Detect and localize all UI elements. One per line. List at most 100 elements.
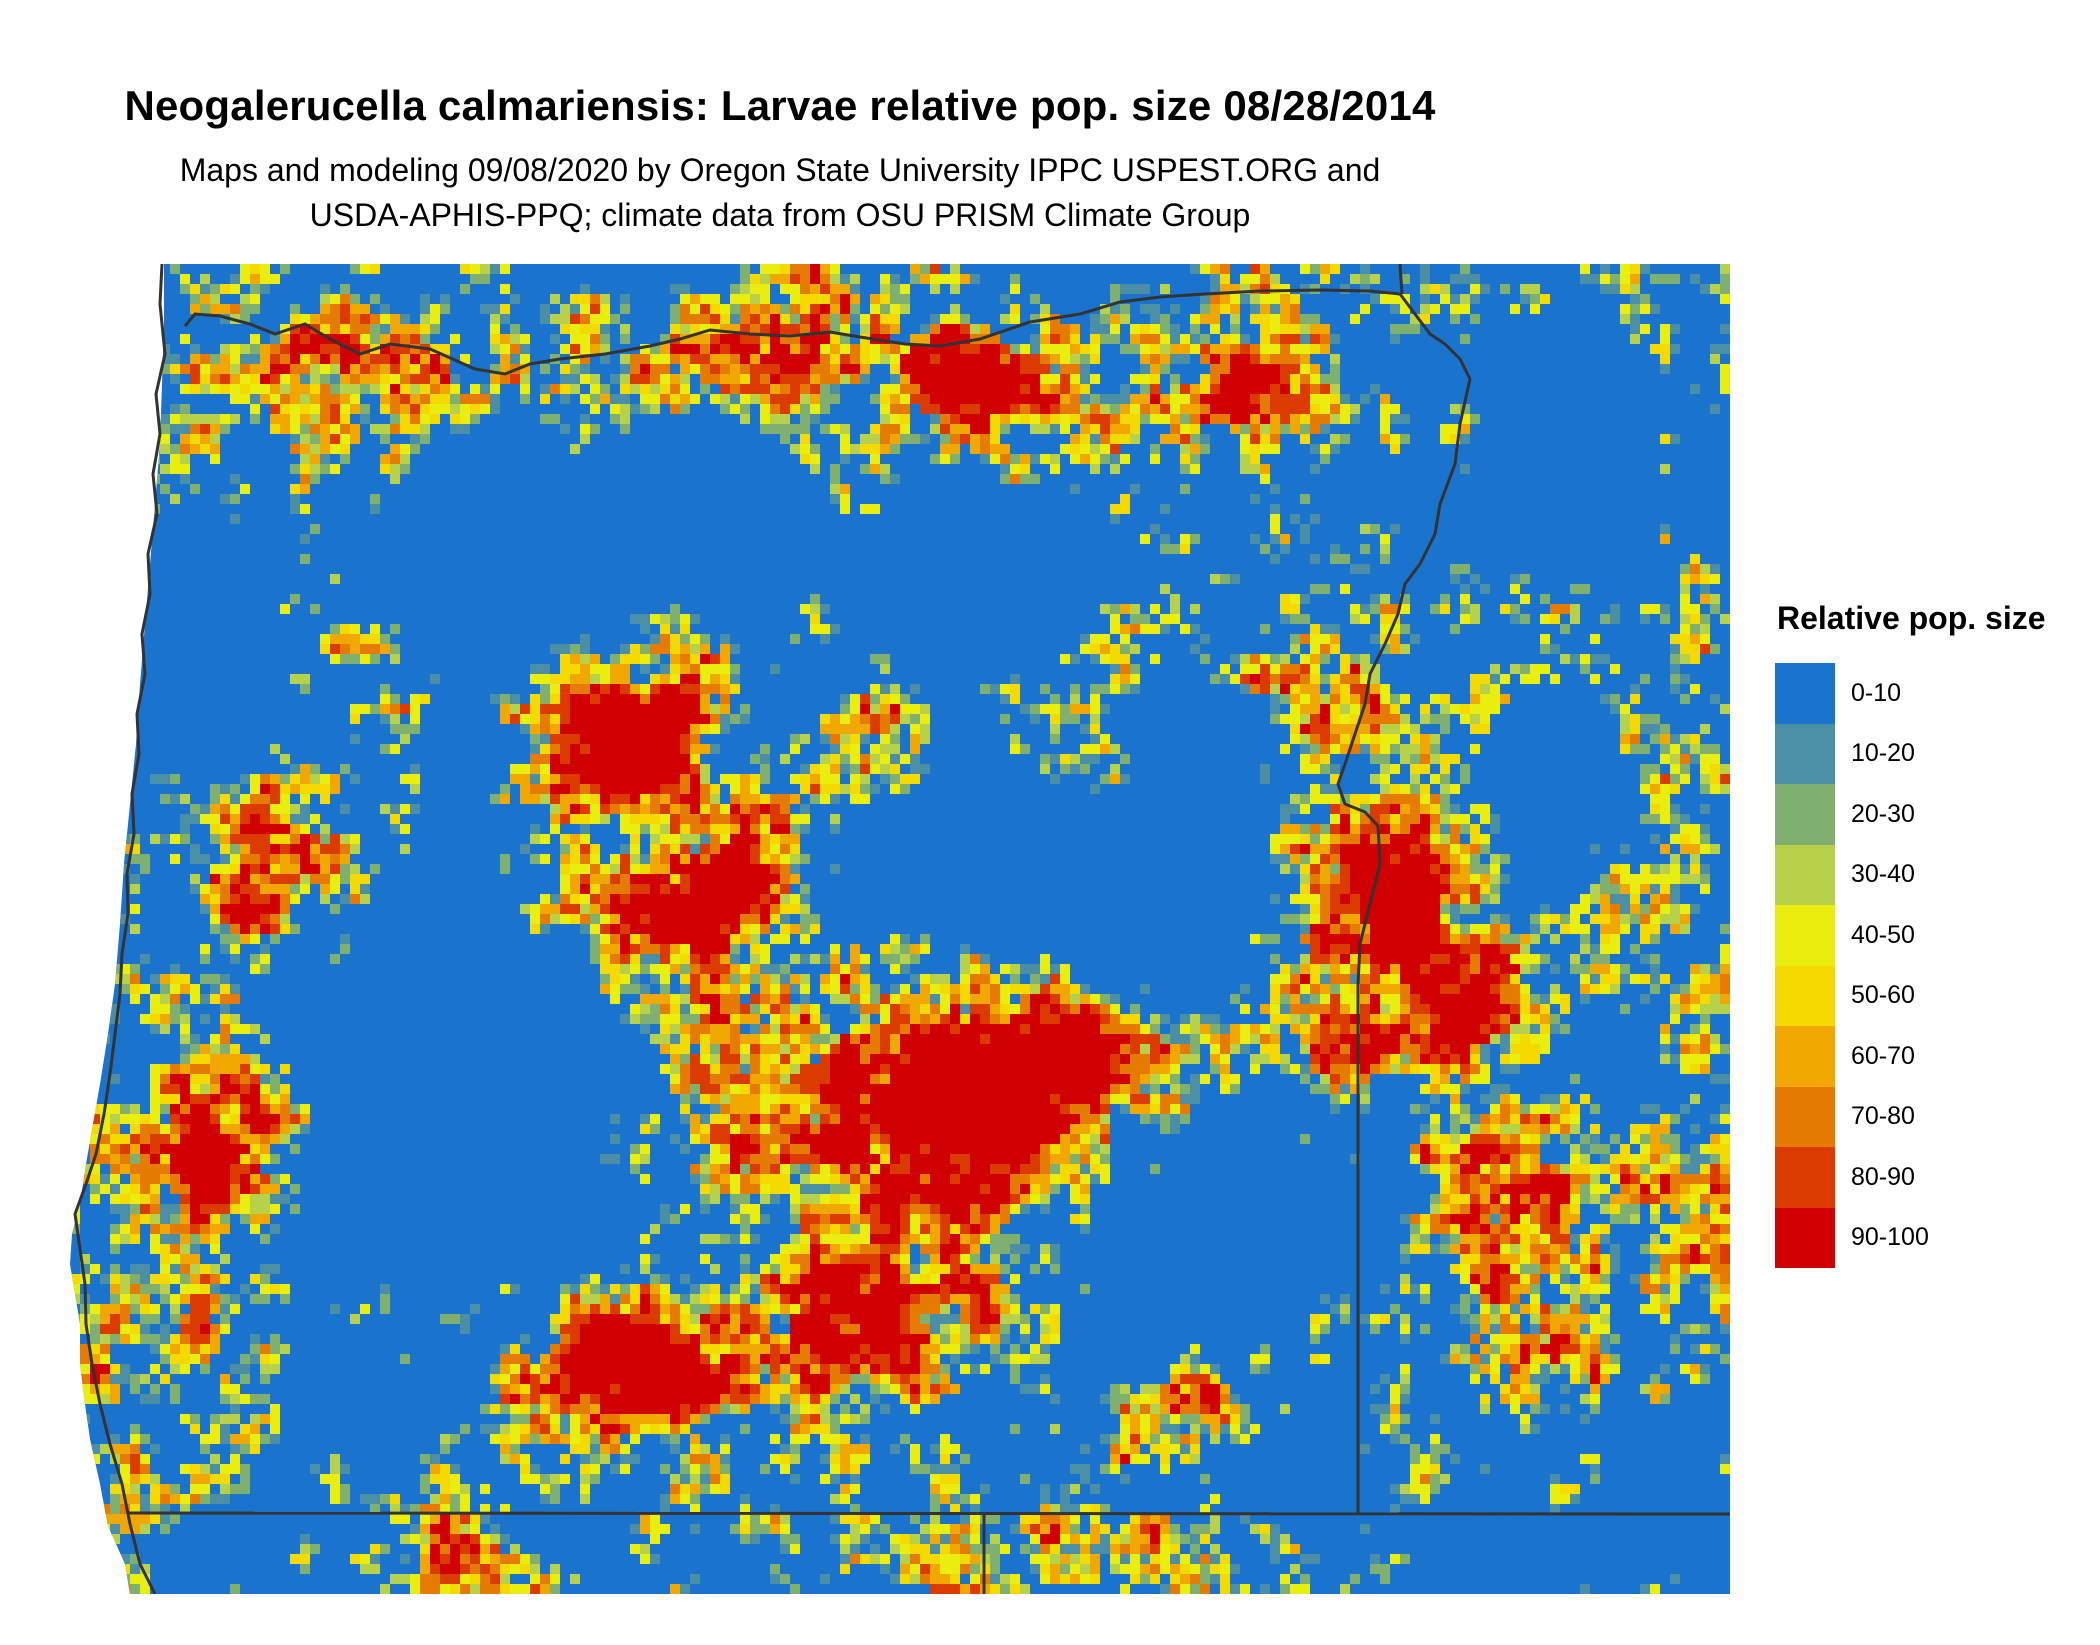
raster-cell (900, 704, 910, 714)
raster-cell (810, 464, 820, 474)
raster-cell (610, 934, 620, 944)
raster-cell (730, 1024, 740, 1034)
raster-cell (1610, 694, 1620, 704)
raster-cell (340, 764, 350, 774)
raster-cell (270, 844, 280, 854)
raster-cell (230, 934, 240, 944)
raster-cell (1480, 684, 1490, 694)
raster-cell (230, 284, 240, 294)
raster-cell (1220, 1024, 1230, 1034)
raster-cell (320, 314, 330, 324)
raster-cells (60, 264, 1730, 1594)
raster-cell (1520, 934, 1530, 944)
raster-cell (780, 864, 790, 874)
raster-cell (410, 704, 420, 714)
raster-cell (1440, 694, 1450, 704)
raster-cell (560, 734, 570, 744)
raster-cell (70, 554, 80, 564)
raster-cell (1370, 1024, 1380, 1034)
raster-cell (1340, 884, 1350, 894)
raster-cell (1260, 314, 1270, 324)
raster-cell (350, 734, 360, 744)
raster-cell (380, 424, 390, 434)
raster-cell (240, 844, 250, 854)
raster-cell (660, 764, 670, 774)
raster-cell (230, 924, 240, 934)
raster-cell (730, 674, 740, 684)
raster-cell (1370, 294, 1380, 304)
raster-cell (610, 704, 620, 714)
raster-cell (1100, 774, 1110, 784)
raster-cell (1210, 264, 1220, 274)
raster-cell (800, 264, 810, 274)
raster-cell (740, 264, 750, 274)
raster-cell (540, 414, 550, 424)
raster-cell (710, 394, 720, 404)
raster-cell (780, 364, 790, 374)
raster-cell (910, 714, 920, 724)
raster-cell (1060, 1034, 1070, 1044)
raster-cell (800, 1034, 810, 1044)
raster-cell (1270, 894, 1280, 904)
raster-cell (760, 344, 770, 354)
raster-cell (580, 844, 590, 854)
raster-cell (600, 874, 610, 884)
raster-cell (1140, 384, 1150, 394)
raster-cell (1370, 1044, 1380, 1054)
raster-cell (880, 704, 890, 714)
raster-cell (690, 984, 700, 994)
raster-cell (550, 704, 560, 714)
raster-cell (1260, 424, 1270, 434)
raster-cell (130, 834, 140, 844)
raster-cell (180, 444, 190, 454)
raster-cell (830, 374, 840, 384)
raster-cell (1470, 1004, 1480, 1014)
raster-cell (1410, 874, 1420, 884)
raster-cell (190, 284, 200, 294)
raster-cell (1100, 1054, 1110, 1064)
raster-cell (320, 444, 330, 454)
raster-cell (690, 304, 700, 314)
raster-cell (280, 604, 290, 614)
raster-cell (1560, 654, 1570, 664)
raster-cell (1720, 1044, 1730, 1054)
raster-cell (840, 374, 850, 384)
raster-cell (1350, 964, 1360, 974)
raster-cell (1500, 914, 1510, 924)
raster-cell (220, 844, 230, 854)
raster-cell (1360, 664, 1370, 674)
raster-cell (950, 1034, 960, 1044)
raster-cell (690, 704, 700, 714)
raster-cell (600, 884, 610, 894)
raster-cell (390, 654, 400, 664)
raster-cell (560, 704, 570, 714)
raster-cell (290, 484, 300, 494)
raster-cell (70, 314, 80, 324)
raster-cell (960, 334, 970, 344)
raster-cell (300, 434, 310, 444)
raster-cell (790, 984, 800, 994)
raster-cell (690, 1024, 700, 1034)
raster-cell (330, 374, 340, 384)
raster-cell (1200, 294, 1210, 304)
raster-cell (1680, 594, 1690, 604)
raster-cell (700, 814, 710, 824)
raster-cell (80, 734, 90, 744)
raster-cell (70, 484, 80, 494)
raster-cell (220, 904, 230, 914)
raster-cell (1420, 834, 1430, 844)
raster-cell (800, 934, 810, 944)
raster-cell (60, 364, 70, 374)
raster-cell (1250, 374, 1260, 384)
raster-cell (850, 1004, 860, 1014)
raster-cell (1650, 774, 1660, 784)
raster-cell (560, 744, 570, 754)
raster-cell (1470, 964, 1480, 974)
raster-cell (500, 864, 510, 874)
raster-cell (660, 984, 670, 994)
raster-cell (940, 324, 950, 334)
raster-cell (1080, 344, 1090, 354)
raster-cell (1220, 394, 1230, 404)
raster-cell (790, 814, 800, 824)
raster-cell (690, 834, 700, 844)
